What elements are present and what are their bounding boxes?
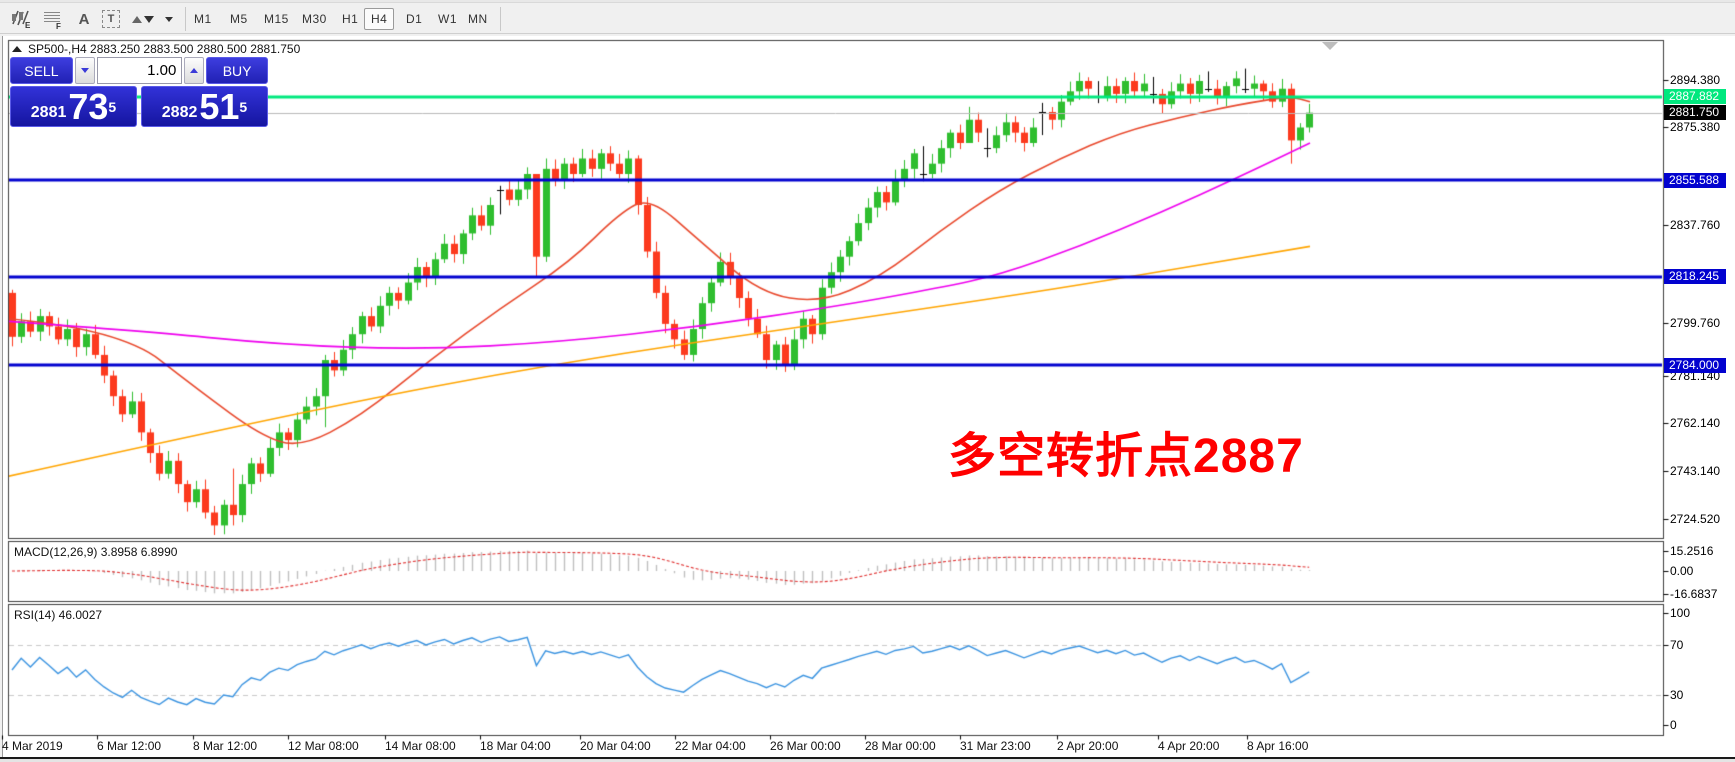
macd-label: MACD(12,26,9) 3.8958 6.8990	[14, 545, 178, 559]
date-axis-label: 18 Mar 04:00	[480, 739, 551, 753]
date-axis-label: 8 Mar 12:00	[193, 739, 258, 753]
rsi-label: RSI(14) 46.0027	[14, 608, 103, 622]
price-tick-label: 2743.140	[1670, 464, 1721, 478]
price-tick-label: 2799.760	[1670, 316, 1721, 330]
price-tick-label: 2837.760	[1670, 218, 1721, 232]
date-axis-label: 2 Apr 20:00	[1057, 739, 1119, 753]
price-tick-label: 2762.140	[1670, 416, 1721, 430]
annotation-text: 多空转折点2887	[948, 430, 1304, 483]
sell-price-small: 2881	[30, 104, 67, 121]
date-axis-label: 6 Mar 12:00	[97, 739, 162, 753]
volume-increase-button[interactable]	[184, 57, 205, 84]
buy-price-box[interactable]: 2882 51 5	[141, 86, 268, 127]
status-bar	[0, 759, 1735, 762]
price-line-tag: 2855.588	[1664, 172, 1726, 188]
sell-price-sup: 5	[108, 99, 117, 115]
chart-info-line: SP500-,H4 2883.250 2883.500 2880.500 288…	[12, 42, 300, 56]
buy-button[interactable]: BUY	[206, 57, 268, 84]
date-axis-label: 26 Mar 00:00	[770, 739, 841, 753]
macd-axis-label: 0.00	[1670, 564, 1694, 578]
date-axis-label: 14 Mar 08:00	[385, 739, 456, 753]
sell-price-box[interactable]: 2881 73 5	[10, 86, 137, 127]
sell-button[interactable]: SELL	[10, 57, 73, 84]
symbol-collapse-icon[interactable]	[12, 46, 22, 52]
volume-decrease-button[interactable]	[74, 57, 95, 84]
rsi-axis-label: 100	[1670, 606, 1691, 620]
chart-shift-marker-icon[interactable]	[1322, 42, 1338, 50]
macd-axis-label: -16.6837	[1670, 587, 1718, 601]
date-axis-label: 12 Mar 08:00	[288, 739, 359, 753]
volume-input[interactable]: 1.00	[96, 57, 183, 84]
date-axis-label: 4 Apr 20:00	[1158, 739, 1220, 753]
date-axis-label: 8 Apr 16:00	[1247, 739, 1309, 753]
date-axis-label: 4 Mar 2019	[2, 739, 63, 753]
status-bar-edge	[0, 757, 1735, 759]
date-axis-label: 20 Mar 04:00	[580, 739, 651, 753]
plus-caret-icon	[190, 68, 199, 73]
ohlc-text: SP500-,H4 2883.250 2883.500 2880.500 288…	[28, 42, 301, 56]
buy-price-small: 2882	[161, 104, 198, 121]
price-line-tag: 2784.000	[1664, 357, 1726, 373]
price-line-tag: 2881.750	[1664, 105, 1726, 121]
price-tick-label: 2724.520	[1670, 512, 1721, 526]
date-axis-label: 22 Mar 04:00	[675, 739, 746, 753]
date-axis-label: 28 Mar 00:00	[865, 739, 936, 753]
date-axis-label: 31 Mar 23:00	[960, 739, 1031, 753]
price-line-tag: 2887.882	[1664, 89, 1726, 105]
rsi-axis-label: 0	[1670, 718, 1677, 732]
price-line-tag: 2818.245	[1664, 269, 1726, 285]
rsi-axis-label: 30	[1670, 688, 1684, 702]
price-tick-label: 2875.380	[1670, 120, 1721, 134]
minus-caret-icon	[80, 68, 89, 73]
one-click-trade-panel: SELL 1.00 BUY 2881 73 5 2882 51 5	[10, 57, 268, 127]
macd-axis-label: 15.2516	[1670, 544, 1714, 558]
sell-price-big: 73	[68, 86, 109, 127]
price-tick-label: 2894.380	[1670, 73, 1721, 87]
buy-price-big: 51	[199, 86, 240, 127]
buy-price-sup: 5	[239, 99, 248, 115]
rsi-axis-label: 70	[1670, 638, 1684, 652]
